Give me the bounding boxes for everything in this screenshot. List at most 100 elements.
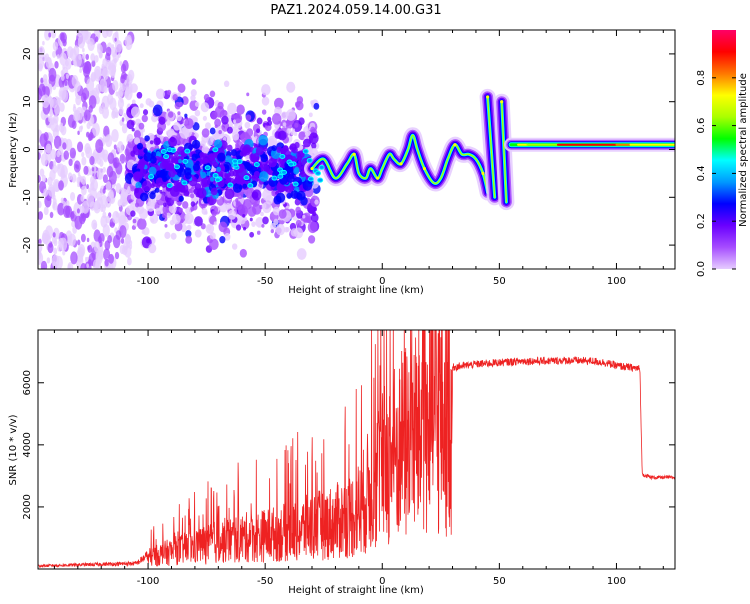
spectrogram-speckle: [121, 187, 125, 194]
spectrogram-speckle-core: [191, 139, 201, 149]
spectrogram-speckle: [190, 89, 197, 97]
spectrogram-speckle: [295, 219, 302, 227]
spectrogram-speckle: [108, 189, 114, 199]
spectrogram-speckle: [96, 43, 101, 50]
spectrogram-speckle-core: [137, 161, 145, 170]
spectrogram-hot-spot: [227, 182, 234, 188]
spectrogram-speckle: [38, 200, 42, 209]
spectrogram-speckle: [119, 153, 126, 164]
spectrogram-speckle-core: [209, 176, 215, 182]
snr-y-axis-label: SNR (10 * v/v): [8, 414, 19, 485]
colorbar-label: Normalized spectral amplitude: [738, 73, 749, 227]
spectrogram-speckle: [193, 116, 198, 123]
spectrogram-y-tick-label: 20: [22, 48, 33, 61]
spectrogram-speckle: [52, 41, 59, 51]
spectrogram-speckle: [124, 245, 132, 258]
spectrogram-speckle: [78, 246, 85, 258]
spectrogram-speckle: [162, 212, 168, 219]
colorbar: 0.0 0.2 0.4 0.6 0.8 Normalized spectral ampl…: [696, 30, 749, 277]
spectrogram-speckle-core: [238, 185, 243, 190]
spectrogram-speckle: [310, 142, 317, 150]
spectrogram-speckle: [86, 237, 90, 243]
spectrogram-speckle-core: [162, 176, 168, 182]
spectrogram-speckle: [111, 110, 117, 119]
spectrogram-speckle: [117, 97, 125, 109]
spectrogram-speckle: [137, 218, 147, 230]
spectrogram-speckle: [60, 70, 64, 76]
spectrogram-speckle: [40, 260, 48, 269]
spectrogram-hot-spot: [173, 164, 180, 170]
spectrogram-hot-spot: [148, 174, 155, 180]
spectrogram-speckle: [244, 121, 251, 129]
spectrogram-speckle-core: [178, 185, 186, 193]
spectrogram-speckle: [306, 217, 311, 224]
spectrogram-speckle: [219, 236, 226, 244]
spectrogram-speckle: [42, 40, 45, 46]
spectrogram-speckle: [130, 106, 141, 118]
spectrogram-speckle: [186, 224, 192, 231]
spectrogram-speckle-core: [191, 153, 199, 161]
colorbar-tick-label: 0.2: [696, 213, 707, 229]
spectrogram-speckle-core: [251, 153, 256, 159]
colorbar-tick-label: 0.6: [696, 118, 707, 134]
spectrogram-speckle: [48, 115, 52, 123]
spectrogram-speckle: [65, 138, 73, 152]
colorbar-tick-label: 0.4: [696, 165, 707, 181]
spectrogram-speckle: [209, 232, 216, 240]
spectrogram-speckle: [307, 221, 318, 234]
spectrogram-speckle-core: [136, 142, 144, 150]
spectrogram-speckle: [236, 104, 245, 115]
spectrogram-speckle: [113, 157, 120, 168]
spectrogram-speckle: [180, 219, 184, 224]
spectrogram-speckle: [70, 251, 78, 265]
spectrogram-speckle: [102, 188, 106, 194]
spectrogram-speckle: [194, 216, 203, 227]
spectrogram-speckle-core: [286, 192, 292, 199]
spectrogram-speckle: [115, 230, 122, 240]
spectrogram-hot-spot: [212, 172, 219, 178]
spectrogram-speckle: [58, 180, 64, 191]
spectrogram-trace-1-layer-5: [486, 96, 496, 198]
spectrogram-speckle: [88, 131, 94, 141]
spectrogram-speckle: [225, 202, 232, 210]
spectrogram-speckle: [89, 155, 95, 166]
spectrogram-speckle: [102, 153, 109, 163]
spectrogram-speckle: [139, 103, 144, 109]
spectrogram-speckle: [96, 168, 104, 180]
spectrogram-speckle: [165, 120, 171, 126]
spectrogram-speckle-core: [168, 169, 176, 178]
spectrogram-speckle: [80, 175, 87, 186]
spectrogram-speckle: [290, 130, 295, 136]
spectrogram-speckle: [119, 61, 123, 66]
spectrogram-hot-spot: [243, 175, 250, 181]
spectrogram-speckle: [41, 94, 50, 109]
spectrogram-speckle: [71, 220, 75, 228]
spectrogram-speckle: [62, 38, 67, 47]
spectrogram-hot-spot: [281, 169, 288, 175]
spectrogram-speckle: [185, 206, 192, 215]
spectrogram-speckle: [271, 113, 282, 125]
spectrogram-speckle-core: [196, 187, 207, 199]
spectrogram-speckle: [98, 105, 105, 115]
spectrogram-speckle-core: [168, 137, 178, 147]
spectrogram-speckle: [109, 222, 113, 227]
spectrogram-x-tick-label: -100: [137, 276, 160, 287]
spectrogram-speckle: [74, 53, 83, 68]
spectrogram-speckle: [245, 114, 252, 121]
spectrogram-speckle-core: [153, 137, 161, 146]
spectrogram-trace-peak: [375, 176, 380, 180]
spectrogram-speckle: [131, 99, 136, 104]
spectrogram-speckle: [104, 258, 110, 267]
spectrogram-speckle: [86, 263, 90, 268]
spectrogram-speckle: [51, 254, 60, 269]
spectrogram-speckle: [275, 223, 286, 236]
spectrogram-speckle: [60, 122, 64, 128]
spectrogram-speckle: [262, 216, 269, 225]
spectrogram-speckle: [108, 253, 114, 264]
spectrogram-speckle: [77, 239, 81, 246]
spectrogram-speckle: [308, 235, 316, 244]
spectrogram-speckle: [90, 118, 94, 124]
spectrogram-speckle: [239, 216, 246, 225]
spectrogram-speckle: [60, 169, 66, 179]
